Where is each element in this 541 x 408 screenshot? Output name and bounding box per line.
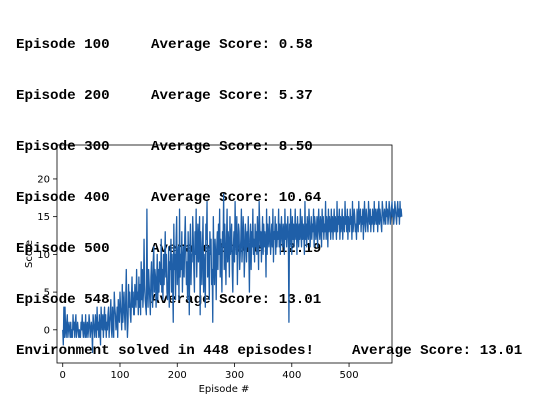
log-episode: Episode 400 <box>16 190 110 206</box>
x-axis-label: Episode # <box>199 384 250 395</box>
solved-average-score: Average Score: 13.01 <box>352 343 523 359</box>
log-episode: Episode 548 <box>16 292 110 308</box>
log-line: Episode 200 Average Score: 5.37 <box>16 88 522 105</box>
log-line: Episode 400 Average Score: 10.64 <box>16 190 522 207</box>
score-series-line <box>62 193 403 354</box>
x-tick-label: 500 <box>340 370 359 381</box>
y-tick-label: 20 <box>37 174 50 185</box>
x-tick-label: 400 <box>282 370 301 381</box>
x-tick-label: 100 <box>110 370 129 381</box>
log-line: Episode 300 Average Score: 8.50 <box>16 139 522 156</box>
log-average-score: Average Score: 0.58 <box>151 37 313 53</box>
log-average-score: Average Score: 5.37 <box>151 88 313 104</box>
y-tick-label: 0 <box>44 325 50 336</box>
axis-ticks: 0 100 200 300 400 500 0 5 10 15 20 <box>37 174 358 381</box>
log-episode: Episode 100 <box>16 37 110 53</box>
log-average-score: Average Score: 10.64 <box>151 190 322 206</box>
x-tick-label: 0 <box>60 370 66 381</box>
x-tick-label: 200 <box>168 370 187 381</box>
log-line: Episode 100 Average Score: 0.58 <box>16 37 522 54</box>
solved-message: Environment solved in 448 episodes! <box>16 343 314 359</box>
y-tick-label: 5 <box>44 288 50 299</box>
x-tick-label: 300 <box>225 370 244 381</box>
log-episode: Episode 500 <box>16 241 110 257</box>
y-tick-label: 15 <box>37 212 50 223</box>
y-axis-label: Score <box>24 240 35 268</box>
log-average-score: Average Score: 8.50 <box>151 139 313 155</box>
log-episode: Episode 200 <box>16 88 110 104</box>
log-solved-line: Environment solved in 448 episodes! Avera… <box>16 343 522 360</box>
y-tick-label: 10 <box>37 250 50 261</box>
log-episode: Episode 300 <box>16 139 110 155</box>
